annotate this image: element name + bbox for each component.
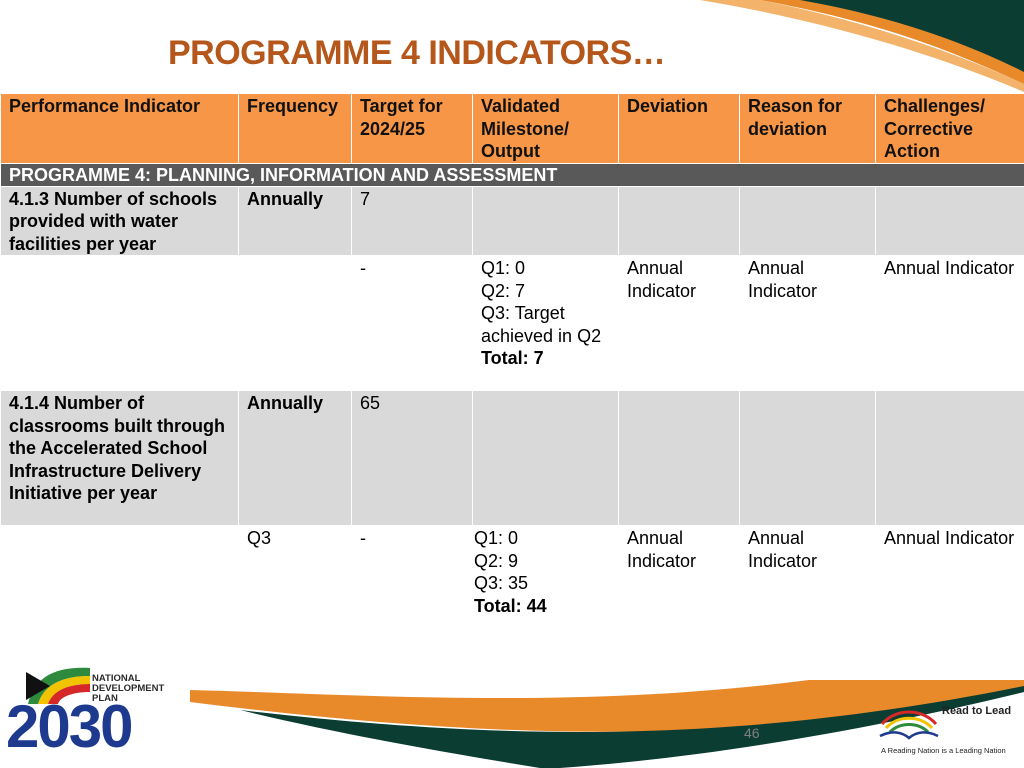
slide-title: PROGRAMME 4 INDICATORS… [168, 34, 666, 72]
empty-cell [875, 390, 1024, 526]
page-number: 46 [744, 725, 760, 741]
deviation-cell: Annual Indicator [618, 525, 740, 621]
indicators-table: Performance Indicator Frequency Target f… [0, 93, 1024, 621]
reason-cell: Annual Indicator [739, 255, 876, 391]
detail-target: - [351, 525, 473, 621]
flag-emblem-icon [26, 667, 90, 704]
empty-cell [0, 255, 239, 391]
table-row: Q3 - Q1: 0 Q2: 9 Q3: 35 Total: 44 Annual… [0, 525, 1024, 621]
column-header-frequency: Frequency [238, 93, 352, 164]
detail-frequency [238, 255, 352, 391]
empty-cell [739, 390, 876, 526]
section-row: PROGRAMME 4: PLANNING, INFORMATION AND A… [0, 162, 1024, 187]
deviation-cell: Annual Indicator [618, 255, 740, 391]
table-row: 4.1.4 Number of classrooms built through… [0, 390, 1024, 526]
milestone-q3: Q3: Target achieved in Q2 [481, 303, 602, 346]
empty-cell [739, 185, 876, 256]
milestone-q2: Q2: 9 [474, 550, 519, 571]
indicator-frequency: Annually [238, 390, 352, 526]
empty-cell [875, 185, 1024, 256]
detail-target: - [351, 255, 473, 391]
table-row: - Q1: 0 Q2: 7 Q3: Target achieved in Q2 … [0, 255, 1024, 391]
table-header-row: Performance Indicator Frequency Target f… [0, 93, 1024, 164]
open-book-icon [879, 710, 939, 740]
challenges-cell: Annual Indicator [875, 525, 1024, 621]
column-header-deviation: Deviation [618, 93, 740, 164]
read-to-lead-logo [876, 696, 1016, 760]
milestone-total: Total: 7 [481, 348, 544, 368]
reason-cell: Annual Indicator [739, 525, 876, 621]
empty-cell [618, 390, 740, 526]
column-header-validated-milestone: Validated Milestone/ Output [472, 93, 619, 164]
section-title: PROGRAMME 4: PLANNING, INFORMATION AND A… [0, 162, 1024, 187]
milestone-q1: Q1: 0 [474, 528, 519, 548]
ndp-2030-logo: NATIONAL DEVELOPMENT PLAN 2030 [6, 664, 186, 760]
challenges-cell: Annual Indicator [875, 255, 1024, 391]
empty-cell [472, 390, 619, 526]
empty-cell [0, 525, 239, 621]
column-header-reason: Reason for deviation [739, 93, 876, 164]
detail-frequency: Q3 [238, 525, 352, 621]
milestone-q1: Q1: 0 [481, 258, 526, 278]
read-to-lead-tagline: A Reading Nation is a Leading Nation [881, 746, 1006, 755]
column-header-challenges: Challenges/ Corrective Action [875, 93, 1024, 164]
table-row: 4.1.3 Number of schools provided with wa… [0, 185, 1024, 256]
read-to-lead-title: Read to Lead [942, 705, 1012, 717]
ndp-line-2: DEVELOPMENT [92, 683, 165, 694]
bottom-decoration-swoosh [190, 680, 1024, 768]
indicator-name: 4.1.4 Number of classrooms built through… [0, 390, 239, 526]
ndp-line-3: PLAN [92, 693, 118, 704]
indicator-frequency: Annually [238, 185, 352, 256]
milestone-q2: Q2: 7 [481, 280, 526, 301]
ndp-year: 2030 [6, 693, 133, 760]
milestone-total: Total: 44 [474, 595, 547, 616]
milestone-cell: Q1: 0 Q2: 9 Q3: 35 Total: 44 [472, 525, 619, 621]
top-decoration-swoosh [700, 0, 1024, 92]
milestone-q3: Q3: 35 [474, 573, 529, 593]
empty-cell [472, 185, 619, 256]
milestone-cell: Q1: 0 Q2: 7 Q3: Target achieved in Q2 To… [472, 255, 619, 391]
empty-cell [618, 185, 740, 256]
indicator-name: 4.1.3 Number of schools provided with wa… [0, 185, 239, 256]
column-header-performance-indicator: Performance Indicator [0, 93, 239, 164]
indicator-target: 7 [351, 185, 473, 256]
ndp-line-1: NATIONAL [92, 673, 141, 684]
indicator-target: 65 [351, 390, 473, 526]
column-header-target: Target for 2024/25 [351, 93, 473, 164]
